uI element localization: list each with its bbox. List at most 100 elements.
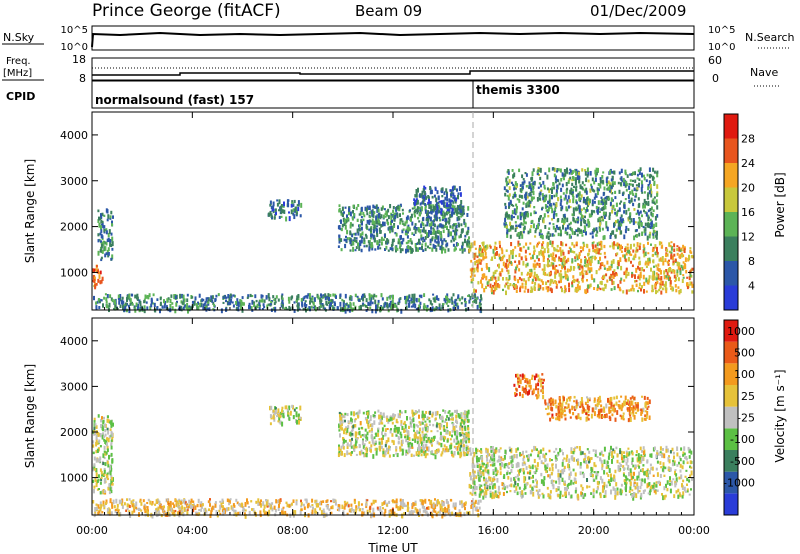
heatmap-cell <box>553 167 556 172</box>
heatmap-cell <box>581 186 584 190</box>
heatmap-cell <box>524 255 527 259</box>
heatmap-cell <box>645 201 647 206</box>
heatmap-cell <box>600 240 603 244</box>
heatmap-cell <box>404 424 407 429</box>
heatmap-cell <box>555 192 558 197</box>
heatmap-cell <box>521 185 524 190</box>
heatmap-cell <box>342 437 344 441</box>
heatmap-cell <box>250 306 253 310</box>
heatmap-cell <box>653 180 656 186</box>
heatmap-cell <box>428 211 431 214</box>
heatmap-cell <box>418 431 421 434</box>
heatmap-cell <box>451 186 454 190</box>
heatmap-cell <box>554 175 557 181</box>
heatmap-cell <box>620 250 623 253</box>
heatmap-cell <box>92 440 95 444</box>
heatmap-cell <box>212 301 215 305</box>
heatmap-cell <box>554 180 557 184</box>
heatmap-cell <box>443 238 446 242</box>
heatmap-cell <box>256 303 259 309</box>
heatmap-cell <box>358 451 361 455</box>
heatmap-cell <box>369 211 372 214</box>
heatmap-cell <box>519 285 522 289</box>
heatmap-cell <box>575 241 578 245</box>
heatmap-cell <box>459 422 462 427</box>
heatmap-cell <box>506 490 508 494</box>
heatmap-cell <box>666 253 669 257</box>
heatmap-cell <box>576 175 579 181</box>
heatmap-cell <box>555 213 558 217</box>
heatmap-cell <box>613 241 616 246</box>
heatmap-cell <box>405 219 408 224</box>
heatmap-cell <box>682 276 685 279</box>
heatmap-cell <box>575 171 578 176</box>
heatmap-cell <box>439 231 442 235</box>
heatmap-cell <box>521 282 524 286</box>
heatmap-cell <box>485 285 487 289</box>
heatmap-cell <box>499 257 502 262</box>
heatmap-cell <box>441 419 444 423</box>
heatmap-cell <box>567 463 570 469</box>
heatmap-cell <box>433 223 436 228</box>
heatmap-cell <box>533 265 536 271</box>
heatmap-cell <box>274 407 277 410</box>
heatmap-cell <box>113 307 116 311</box>
heatmap-cell <box>453 223 455 226</box>
heatmap-cell <box>349 444 352 447</box>
heatmap-cell <box>387 239 390 244</box>
heatmap-cell <box>587 218 590 224</box>
nave-label: Nave <box>750 66 778 79</box>
heatmap-cell <box>521 181 524 186</box>
heatmap-cell <box>470 270 473 274</box>
heatmap-cell <box>425 434 428 437</box>
heatmap-cell <box>263 305 266 309</box>
heatmap-cell <box>448 198 451 203</box>
heatmap-cell <box>394 215 397 220</box>
heatmap-cell <box>415 192 418 198</box>
heatmap-cell <box>428 423 431 426</box>
heatmap-cell <box>374 440 377 443</box>
heatmap-cell <box>423 293 426 298</box>
heatmap-cell <box>448 218 451 222</box>
heatmap-cell <box>612 448 615 452</box>
heatmap-cell <box>475 475 478 479</box>
heatmap-cell <box>497 491 500 494</box>
heatmap-cell <box>679 288 682 294</box>
heatmap-cell <box>647 214 650 218</box>
heatmap-cell <box>343 453 346 458</box>
heatmap-cell <box>507 228 510 233</box>
heatmap-cell <box>648 167 651 173</box>
heatmap-cell <box>280 211 283 215</box>
heatmap-cell <box>638 232 641 237</box>
heatmap-cell <box>406 230 409 233</box>
heatmap-cell <box>467 419 470 423</box>
heatmap-cell <box>472 300 474 304</box>
heatmap-cell <box>417 241 420 245</box>
heatmap-cell <box>440 423 443 428</box>
heatmap-cell <box>205 299 208 302</box>
heatmap-cell <box>499 244 501 249</box>
heatmap-cell <box>411 300 414 304</box>
heatmap-cell <box>457 451 460 455</box>
heatmap-cell <box>188 305 191 308</box>
heatmap-cell <box>492 284 494 289</box>
heatmap-cell <box>522 216 525 220</box>
heatmap-cell <box>649 231 652 236</box>
heatmap-cell <box>344 293 347 299</box>
heatmap-cell <box>240 302 243 307</box>
heatmap-cell <box>653 196 656 199</box>
heatmap-cell <box>502 261 505 267</box>
heatmap-cell <box>689 247 692 250</box>
heatmap-cell <box>578 175 581 180</box>
heatmap-cell <box>534 276 537 282</box>
heatmap-cell <box>503 463 506 469</box>
heatmap-cell <box>658 277 661 281</box>
heatmap-cell <box>549 233 552 237</box>
heatmap-cell <box>112 215 114 219</box>
heatmap-cell <box>129 298 132 303</box>
heatmap-cell <box>352 210 354 214</box>
heatmap-cell <box>603 267 606 270</box>
heatmap-cell <box>106 460 109 465</box>
heatmap-cell <box>443 428 446 433</box>
heatmap-cell <box>349 304 352 308</box>
